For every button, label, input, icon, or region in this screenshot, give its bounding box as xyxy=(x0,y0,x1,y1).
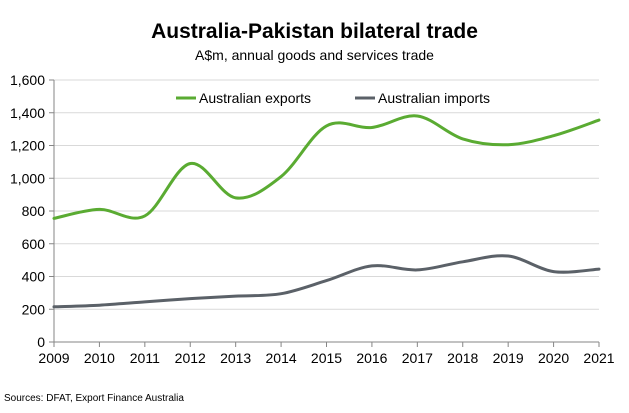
legend-label-1: Australian imports xyxy=(378,90,490,106)
x-tick-label: 2016 xyxy=(356,350,387,366)
chart-subtitle: A$m, annual goods and services trade xyxy=(195,47,434,63)
y-tick-label: 1,400 xyxy=(10,105,45,121)
y-tick-label: 800 xyxy=(22,203,46,219)
y-tick-label: 1,600 xyxy=(10,72,45,88)
x-tick-label: 2019 xyxy=(493,350,524,366)
x-tick-label: 2018 xyxy=(447,350,478,366)
series-line-exports xyxy=(52,114,601,220)
y-tick-label: 200 xyxy=(22,301,46,317)
x-tick-label: 2021 xyxy=(583,350,614,366)
x-tick-label: 2013 xyxy=(220,350,251,366)
x-tick-label: 2015 xyxy=(311,350,342,366)
axes xyxy=(49,79,600,347)
y-tick-label: 1,200 xyxy=(10,138,45,154)
x-tick-label: 2009 xyxy=(38,350,69,366)
source-note: Sources: DFAT, Export Finance Australia xyxy=(4,393,184,404)
y-tick-label: 400 xyxy=(22,269,46,285)
y-tick-label: 600 xyxy=(22,236,46,252)
legend-label-0: Australian exports xyxy=(199,90,311,106)
x-tick-labels: 2009 2010 2011 2012 2013 2014 2015 2016 2017 2018… xyxy=(38,350,614,366)
legend: Australian exports Australian imports xyxy=(176,90,490,106)
gridlines xyxy=(54,79,599,310)
x-tick-label: 2014 xyxy=(266,350,297,366)
series-line-imports xyxy=(52,254,601,309)
x-tick-label: 2010 xyxy=(84,350,115,366)
y-tick-label: 1,000 xyxy=(10,170,45,186)
y-tick-label: 0 xyxy=(37,334,45,350)
x-tick-label: 2011 xyxy=(130,350,160,366)
x-tick-label: 2017 xyxy=(402,350,433,366)
series-lines xyxy=(52,114,601,309)
x-tick-label: 2012 xyxy=(175,350,206,366)
x-tick-label: 2020 xyxy=(538,350,569,366)
chart-title: Australia-Pakistan bilateral trade xyxy=(151,20,478,43)
y-tick-labels: 0 200 400 600 800 1,000 1,200 1,400 1,600 xyxy=(10,72,45,350)
